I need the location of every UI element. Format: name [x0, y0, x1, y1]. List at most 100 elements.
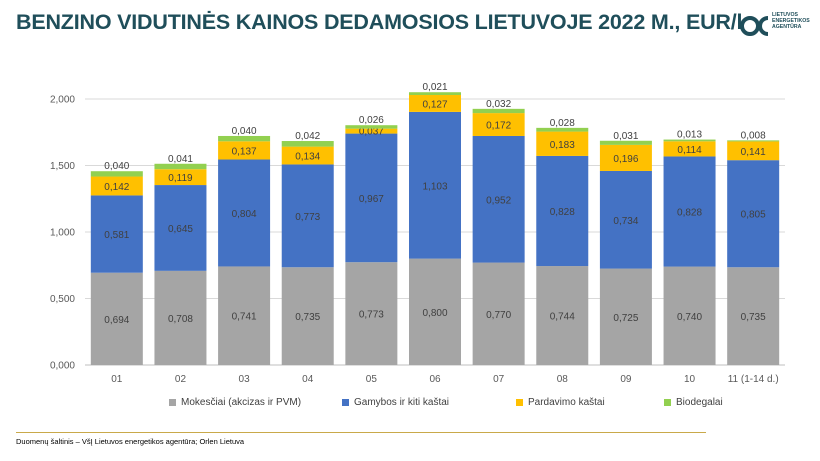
- data-label: 0,694: [104, 315, 129, 326]
- bar-segment: [472, 262, 525, 365]
- bar-segment: [218, 141, 271, 160]
- bar-segment: [345, 125, 398, 129]
- bar-segment: [536, 127, 589, 132]
- bar-segment: [663, 141, 716, 157]
- legend-label: Pardavimo kaštai: [528, 397, 605, 408]
- x-tick-label: 10: [684, 374, 696, 385]
- legend-item: Biodegalai: [664, 397, 723, 408]
- legend-item: Pardavimo kaštai: [516, 397, 605, 408]
- data-label: 0,028: [550, 118, 575, 129]
- data-label: 0,773: [359, 310, 384, 321]
- data-label: 0,013: [677, 130, 702, 141]
- data-label: 0,042: [295, 131, 320, 142]
- bar-segment: [90, 176, 143, 196]
- data-label: 0,141: [741, 147, 766, 158]
- agency-logo-icon: [740, 16, 769, 36]
- legend-label: Mokesčiai (akcizas ir PVM): [181, 397, 302, 408]
- x-tick-label: 09: [620, 374, 632, 385]
- bar-segment: [663, 156, 716, 267]
- legend-swatch: [169, 399, 176, 406]
- bar-segment: [154, 185, 207, 271]
- x-tick-label: 04: [302, 374, 314, 385]
- bar-segment: [90, 171, 143, 177]
- data-label: 0,952: [486, 195, 511, 206]
- legend-item: Gamybos ir kiti kaštai: [342, 397, 449, 408]
- legend-swatch: [664, 399, 671, 406]
- data-label: 0,828: [550, 207, 575, 218]
- y-tick-label: 0,000: [50, 361, 75, 372]
- bar-segment: [472, 108, 525, 114]
- logo-text: LIETUVOS ENERGETIKOS AGENTŪRA: [772, 12, 820, 31]
- data-label: 0,032: [486, 99, 511, 110]
- bar-segment: [472, 135, 525, 263]
- bar-segment: [281, 164, 334, 268]
- data-label: 0,137: [232, 146, 257, 157]
- data-label: 0,734: [613, 216, 638, 227]
- data-label: 0,114: [677, 145, 702, 156]
- bar-segment: [409, 92, 461, 96]
- x-tick-label: 11 (1-14 d.): [728, 374, 779, 385]
- bar-segment: [90, 272, 143, 365]
- data-label: 0,031: [613, 131, 638, 142]
- data-label: 0,041: [168, 154, 193, 165]
- x-tick-label: 08: [557, 374, 569, 385]
- bar-segment: [218, 135, 271, 142]
- x-tick-label: 02: [175, 374, 187, 385]
- footer-divider: [16, 432, 706, 433]
- bar-segment: [345, 128, 398, 134]
- y-tick-label: 1,000: [50, 228, 75, 239]
- data-label: 0,026: [359, 115, 384, 126]
- data-label: 0,740: [677, 312, 702, 323]
- source-note: Duomenų šaltinis – VšĮ Lietuvos energeti…: [16, 437, 245, 446]
- bar-segment: [472, 113, 525, 136]
- bar-segment: [345, 262, 398, 365]
- x-tick-label: 07: [493, 374, 505, 385]
- data-label: 0,008: [741, 130, 766, 141]
- data-label: 0,805: [741, 210, 766, 221]
- legend-swatch: [342, 399, 349, 406]
- bar-segment: [663, 139, 716, 142]
- bar-segment: [599, 268, 652, 365]
- data-label: 0,645: [168, 224, 193, 235]
- bar-segment: [599, 144, 652, 171]
- bar-segment: [409, 258, 461, 365]
- data-label: 0,804: [232, 209, 257, 220]
- bar-segment: [281, 267, 334, 365]
- data-label: 0,741: [232, 312, 257, 323]
- y-tick-label: 1,500: [50, 161, 75, 172]
- bar-segment: [727, 141, 780, 161]
- data-label: 0,708: [168, 314, 193, 325]
- x-tick-label: 06: [429, 374, 441, 385]
- x-tick-label: 01: [111, 374, 123, 385]
- bar-segment: [536, 131, 589, 156]
- data-label: 0,770: [486, 310, 511, 321]
- bar-segment: [599, 140, 652, 145]
- bar-segment: [90, 195, 143, 273]
- data-label: 0,040: [104, 161, 129, 172]
- bar-segment: [409, 111, 461, 259]
- bar-segment: [599, 170, 652, 269]
- bar-segment: [663, 266, 716, 365]
- data-label: 0,127: [422, 99, 447, 110]
- bar-segment: [281, 141, 334, 147]
- bar-segment: [281, 146, 334, 165]
- data-label: 0,172: [486, 121, 511, 132]
- bar-segment: [727, 160, 780, 268]
- data-label: 0,744: [550, 312, 575, 323]
- y-tick-label: 0,500: [50, 294, 75, 305]
- logo-text-line: AGENTŪRA: [772, 24, 802, 31]
- bar-segment: [218, 159, 271, 267]
- data-label: 0,021: [422, 82, 447, 93]
- data-label: 0,037: [359, 127, 384, 138]
- chart-legend: Mokesčiai (akcizas ir PVM) Gamybos ir kit…: [0, 397, 820, 411]
- data-label: 0,196: [613, 154, 638, 165]
- data-label: 0,828: [677, 208, 702, 219]
- data-label: 0,581: [104, 230, 129, 241]
- data-label: 0,134: [295, 152, 320, 163]
- bar-segment: [536, 155, 589, 267]
- chart-title: BENZINO VIDUTINĖS KAINOS DEDAMOSIOS LIET…: [16, 10, 743, 34]
- data-label: 0,735: [741, 312, 766, 323]
- data-label: 0,040: [232, 126, 257, 137]
- legend-label: Gamybos ir kiti kaštai: [354, 397, 450, 408]
